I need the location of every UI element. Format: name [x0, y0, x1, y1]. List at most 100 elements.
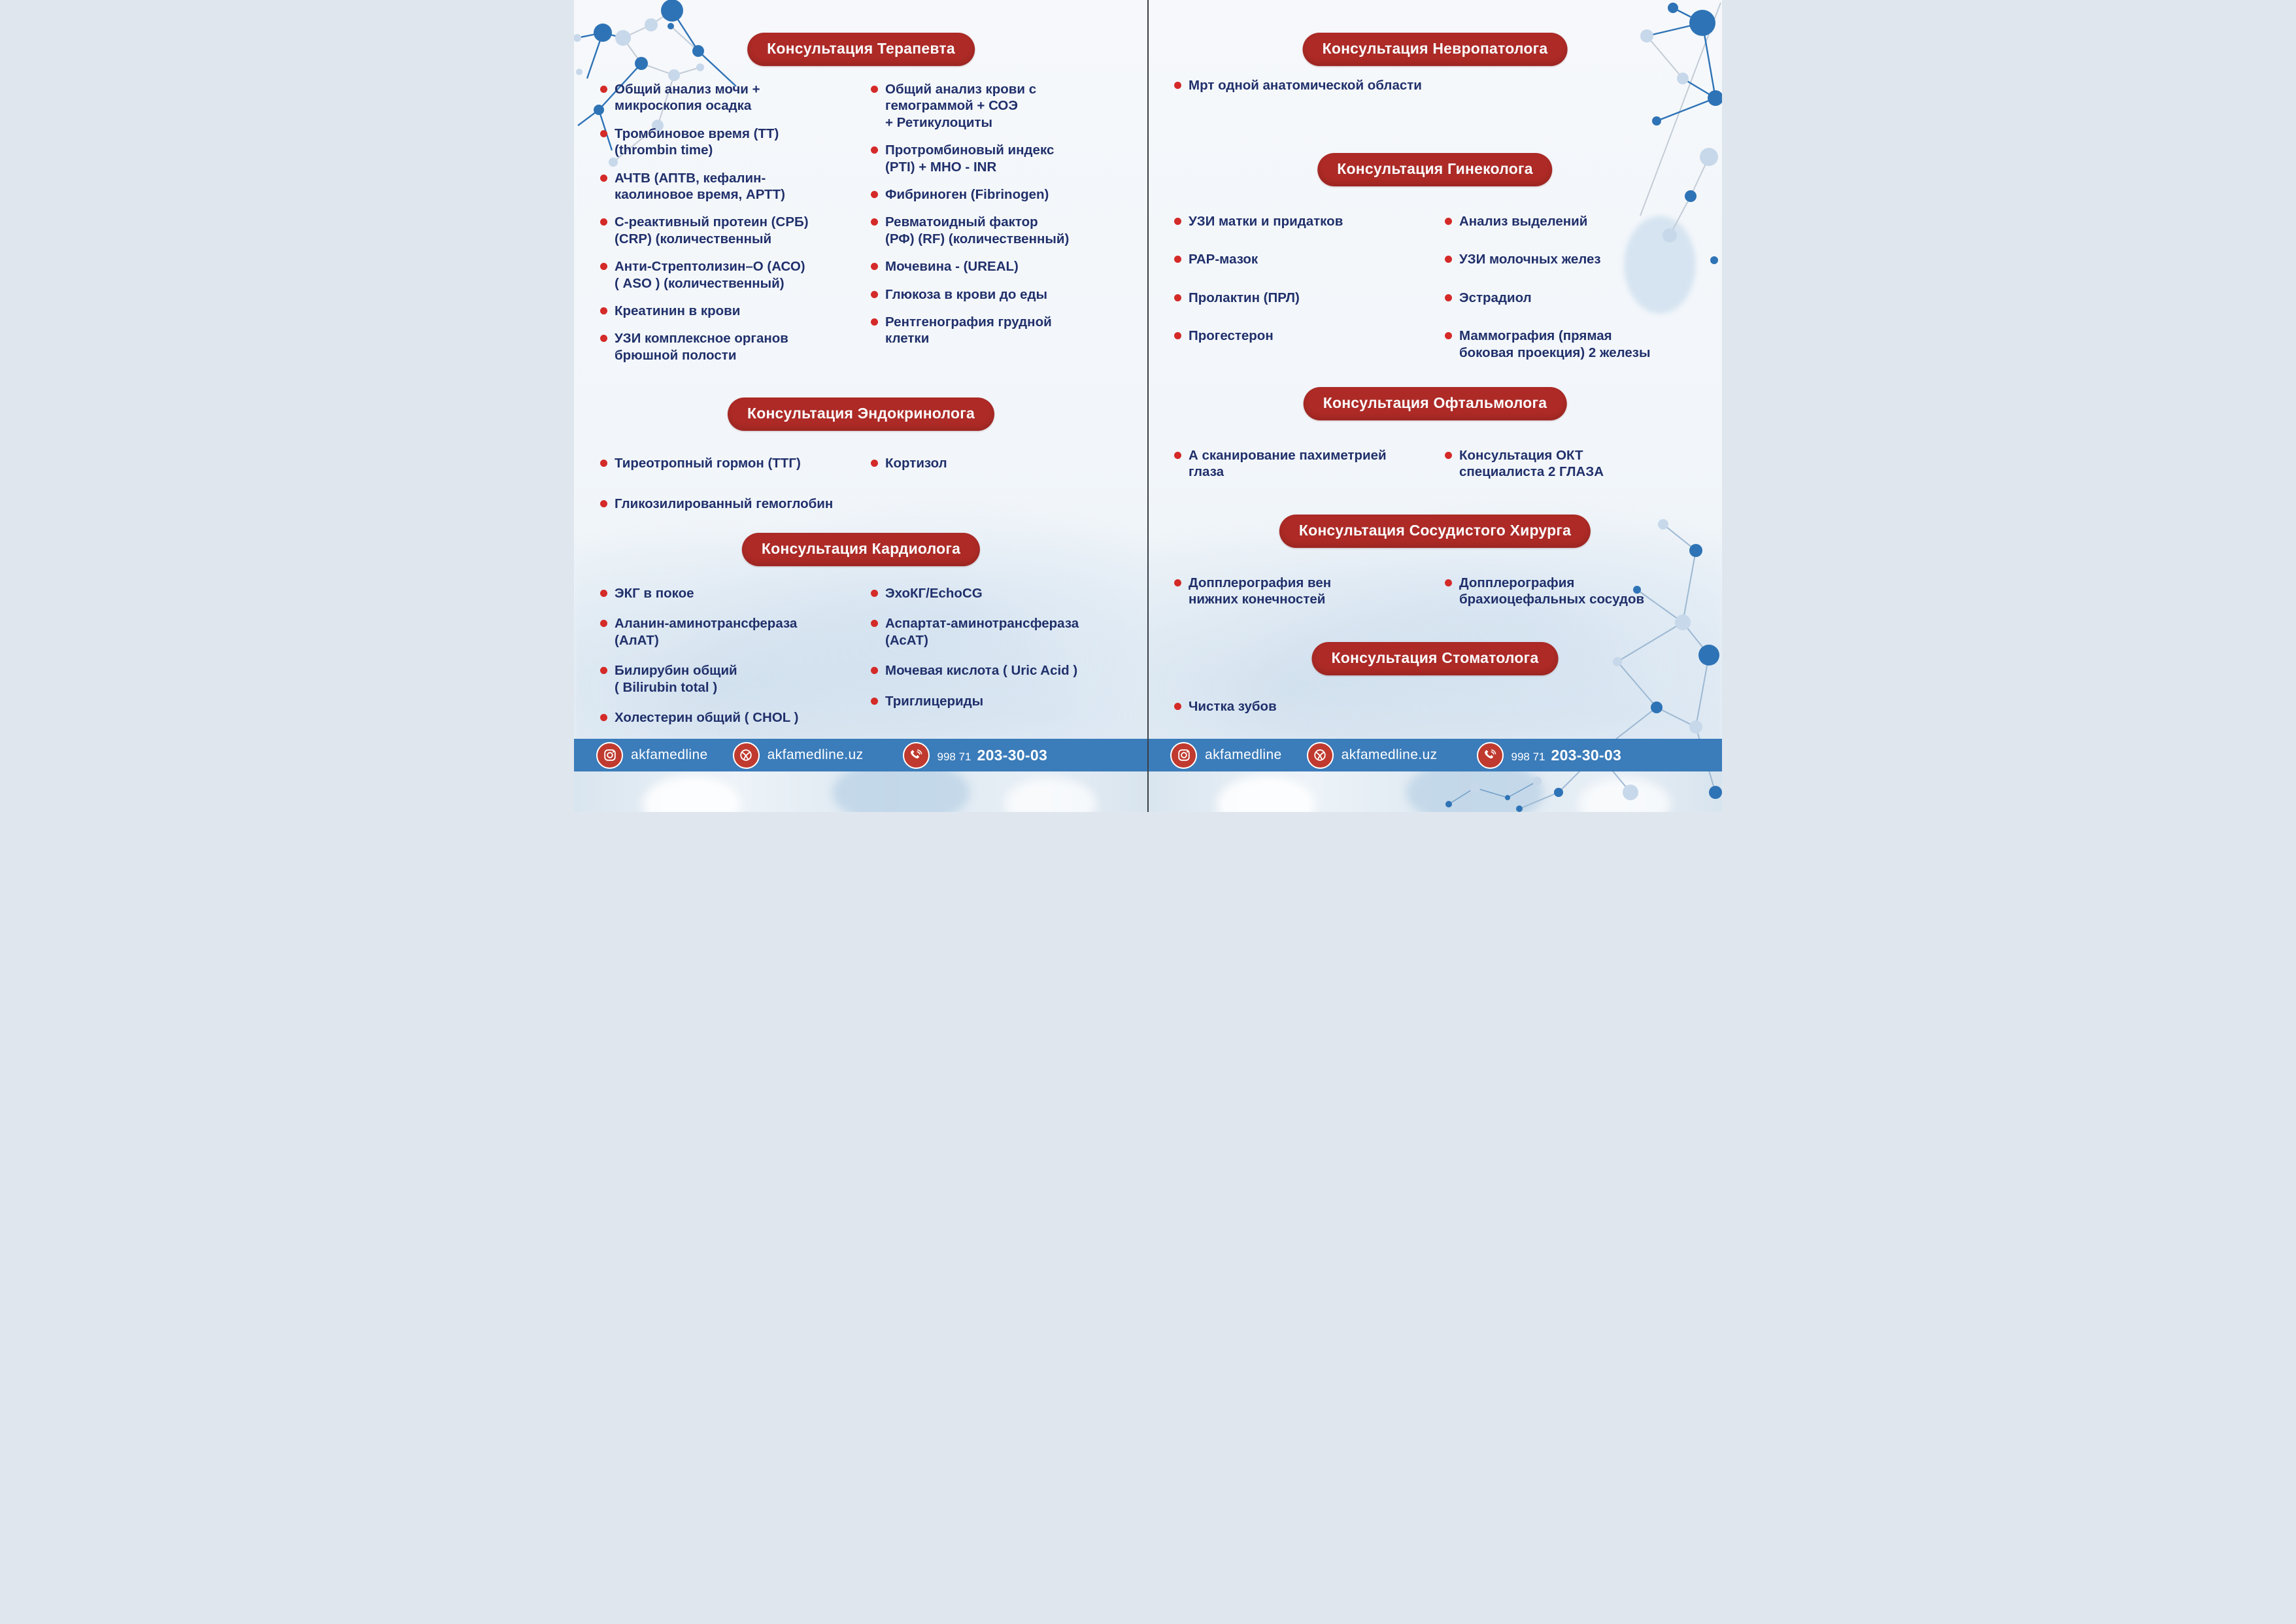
endocrinologist-col2: Кортизол [871, 455, 1123, 537]
neurologist-col1: Мрт одной анатомической области [1174, 77, 1697, 104]
list-item-text: С-реактивный протеин (СРБ) (CRP) (количе… [615, 214, 809, 246]
bullet-icon [1174, 452, 1181, 459]
list-item-text: Аспартат-аминотрансфераза (АсАТ) [885, 616, 1079, 648]
list-item: Аспартат-аминотрансфераза (АсАТ) [871, 615, 1123, 649]
section-header-neurologist: Консультация Невропатолога [1302, 33, 1568, 66]
list-item: Фибриноген (Fibrinogen) [871, 186, 1123, 203]
bullet-icon [600, 263, 607, 271]
bullet-icon [600, 620, 607, 628]
list-item: Консультация ОКТ специалиста 2 ГЛАЗА [1445, 447, 1697, 481]
section-header-dentist: Консультация Стоматолога [1311, 642, 1559, 675]
list-item: Кортизол [871, 455, 1123, 471]
list-item: Допплерография брахиоцефальных сосудов [1445, 575, 1697, 608]
list-item-text: Допплерография вен нижних конечностей [1189, 575, 1332, 607]
globe-icon [732, 741, 760, 769]
list-item: Мочевина - (UREAL) [871, 258, 1123, 275]
list-item-text: Анти-Стрептолизин–О (АСО) ( ASO ) (колич… [615, 259, 805, 291]
neurologist-items: Мрт одной анатомической области [1174, 77, 1697, 104]
ophthalmologist-col1: А сканирование пахиметрией глаза [1174, 447, 1427, 491]
gynecologist-col2: Анализ выделений УЗИ молочных желез Эстрад… [1445, 213, 1697, 382]
page-divider [1147, 0, 1149, 812]
gynecologist-col1: УЗИ матки и придатков РАР-мазок Пролактин … [1174, 213, 1427, 382]
list-item: Рентгенография грудной клетки [871, 314, 1123, 347]
ophthalmologist-items: А сканирование пахиметрией глаза Консуль… [1174, 447, 1697, 491]
list-item-text: Пролактин (ПРЛ) [1189, 290, 1300, 305]
list-item: Допплерография вен нижних конечностей [1174, 575, 1427, 608]
instagram-contact[interactable]: akfamedline [596, 741, 708, 769]
list-item: Эстрадиол [1445, 290, 1697, 306]
list-item: Аланин-аминотрансфераза (АлАТ) [600, 615, 853, 649]
strip-molecule-decoration [1445, 777, 1542, 807]
bullet-icon [600, 218, 607, 226]
bullet-icon [871, 318, 878, 326]
endocrinologist-col1: Тиреотропный гормон (ТТГ) Гликозилированн… [600, 455, 853, 537]
cardiologist-items: ЭКГ в покое Аланин-аминотрансфераза (АлАТ… [600, 585, 1123, 739]
bullet-icon [600, 714, 607, 722]
bullet-icon [600, 86, 607, 93]
bullet-icon [600, 667, 607, 675]
vascular-surgeon-col2: Допплерография брахиоцефальных сосудов [1445, 575, 1697, 618]
phone-contact[interactable]: 998 71 203-30-03 [902, 741, 1048, 769]
list-item-text: Аланин-аминотрансфераза (АлАТ) [615, 616, 798, 648]
website-contact[interactable]: akfamedline.uz [732, 741, 864, 769]
section-header-ophthalmologist: Консультация Офтальмолога [1303, 387, 1567, 420]
bullet-icon [1174, 256, 1181, 263]
bullet-icon [1174, 82, 1181, 89]
list-item-text: УЗИ молочных желез [1459, 252, 1601, 267]
list-item-text: Холестерин общий ( CHOL ) [615, 710, 799, 726]
instagram-handle: akfamedline [631, 747, 708, 762]
website-url: akfamedline.uz [1341, 747, 1438, 762]
list-item-text: Фибриноген (Fibrinogen) [885, 187, 1049, 203]
bullet-icon [871, 263, 878, 271]
list-item-text: Триглицериды [885, 693, 984, 709]
list-item: Прогестерон [1174, 328, 1427, 344]
bullet-icon [871, 146, 878, 154]
list-item: Креатинин в крови [600, 303, 853, 319]
list-item: Анализ выделений [1445, 213, 1697, 229]
brochure-left-page: Консультация Терапевта Общий анализ мочи… [574, 0, 1148, 812]
instagram-icon [1170, 741, 1197, 769]
dentist-col1: Чистка зубов [1174, 698, 1697, 725]
website-contact[interactable]: akfamedline.uz [1306, 741, 1438, 769]
list-item-text: Глюкоза в крови до еды [885, 286, 1048, 302]
bullet-icon [1174, 294, 1181, 301]
list-item-text: ЭхоКГ/EchoCG [885, 586, 983, 601]
phone-number: 203-30-03 [977, 746, 1048, 764]
section-header-cardiologist: Консультация Кардиолога [741, 533, 981, 566]
phone-icon [1476, 741, 1504, 769]
website-url: akfamedline.uz [767, 747, 864, 762]
bullet-icon [1174, 703, 1181, 710]
list-item-text: А сканирование пахиметрией глаза [1189, 448, 1387, 480]
bottom-photo-strip [574, 771, 1148, 812]
bullet-icon [1174, 218, 1181, 225]
bullet-icon [600, 590, 607, 597]
list-item-text: Ревматоидный фактор (РФ) (RF) (количеств… [885, 214, 1070, 246]
cardiologist-col2: ЭхоКГ/EchoCG Аспартат-аминотрансфераза (А… [871, 585, 1123, 739]
therapist-items: Общий анализ мочи + микроскопия осадка Тр… [600, 81, 1123, 375]
bullet-icon [1445, 332, 1452, 340]
list-item-text: Тромбиновое время (ТТ) (thrombin time) [615, 126, 779, 158]
bullet-icon [1174, 579, 1181, 586]
instagram-contact[interactable]: akfamedline [1170, 741, 1282, 769]
therapist-col1: Общий анализ мочи + микроскопия осадка Тр… [600, 81, 853, 375]
list-item: Билирубин общий ( Bilirubin total ) [600, 662, 853, 696]
section-header-vascular-surgeon: Консультация Сосудистого Хирурга [1279, 515, 1591, 548]
bullet-icon [871, 460, 878, 467]
phone-contact[interactable]: 998 71 203-30-03 [1476, 741, 1622, 769]
list-item: УЗИ комплексное органов брюшной полости [600, 330, 853, 364]
list-item-text: Допплерография брахиоцефальных сосудов [1459, 575, 1645, 607]
list-item-text: Гликозилированный гемоглобин [615, 496, 834, 512]
list-item-text: Мрт одной анатомической области [1189, 78, 1422, 93]
list-item-text: Мочевина - (UREAL) [885, 259, 1019, 275]
bullet-icon [1445, 452, 1452, 459]
list-item: Общий анализ крови с гемограммой + СОЭ +… [871, 81, 1123, 131]
list-item: Тиреотропный гормон (ТТГ) [600, 455, 853, 471]
list-item-text: Креатинин в крови [615, 303, 741, 319]
list-item: Тромбиновое время (ТТ) (thrombin time) [600, 126, 853, 159]
list-item-text: Кортизол [885, 456, 947, 471]
list-item-text: Билирубин общий ( Bilirubin total ) [615, 663, 737, 695]
list-item-text: Общий анализ крови с гемограммой + СОЭ +… [885, 82, 1037, 130]
list-item-text: УЗИ комплексное органов брюшной полости [615, 331, 788, 363]
list-item: УЗИ матки и придатков [1174, 213, 1427, 229]
list-item: Мочевая кислота ( Uric Acid ) [871, 662, 1123, 679]
